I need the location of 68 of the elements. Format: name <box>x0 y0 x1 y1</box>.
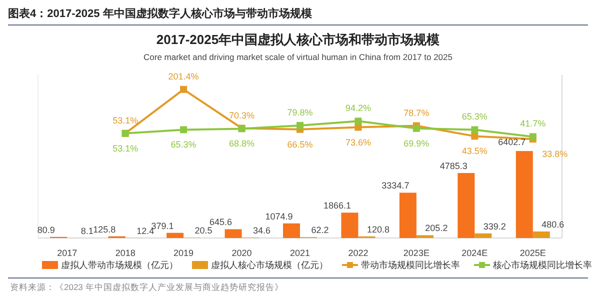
data-label: 125.8 <box>93 224 116 234</box>
bar <box>399 192 416 238</box>
x-tick-label: 2024E <box>462 248 488 258</box>
data-label: 4785.3 <box>440 161 468 171</box>
data-label: 3334.7 <box>382 180 410 191</box>
data-label: 78.7% <box>404 108 430 118</box>
data-label: 201.4% <box>168 71 199 82</box>
data-label: 34.6 <box>253 226 271 236</box>
bar <box>341 212 358 238</box>
point <box>296 122 304 129</box>
bar <box>166 232 184 238</box>
data-label: 65.3% <box>170 140 196 150</box>
data-label: 53.1% <box>112 115 138 126</box>
point <box>354 124 362 131</box>
x-tick-label: 2023E <box>403 248 430 258</box>
data-label: 1866.1 <box>323 200 351 211</box>
data-label: 66.5% <box>287 139 313 150</box>
x-tick-label: 2025E <box>520 248 546 258</box>
data-label: 43.5% <box>462 146 488 156</box>
legend-label: 核心市场规模同比增长率 <box>492 260 592 270</box>
x-tick-label: 2019 <box>174 248 194 258</box>
data-label: 65.3% <box>462 112 488 122</box>
point <box>180 126 188 134</box>
point <box>412 124 420 132</box>
bar <box>416 235 434 238</box>
point <box>529 133 536 140</box>
bar <box>224 229 242 238</box>
x-tick-label: 2022 <box>348 248 368 258</box>
x-tick-label: 2018 <box>115 248 136 258</box>
x-tick-label: 2021 <box>290 248 310 258</box>
point <box>180 86 188 93</box>
data-label: 80.9 <box>37 224 55 235</box>
data-label: 69.9% <box>404 138 430 148</box>
bar <box>516 151 533 238</box>
point <box>471 132 478 140</box>
text: 资料来源：《2023 年中国虚拟数字人产业发展与商业趋势研究报告》 <box>10 282 284 292</box>
bar <box>474 233 492 238</box>
legend-label: 带动市场规模同比增长率 <box>361 260 460 270</box>
data-label: 73.6% <box>345 137 371 148</box>
legend-label: 虚拟人带动市场规模（亿元） <box>61 260 178 270</box>
data-label: 1074.9 <box>265 211 293 222</box>
data-label: 94.2% <box>345 103 371 114</box>
data-label: 6402.7 <box>498 137 526 148</box>
data-label: 68.8% <box>229 138 255 149</box>
x-tick-label: 2017 <box>57 248 78 258</box>
point <box>354 118 362 125</box>
data-label: 339.2 <box>483 221 506 232</box>
data-label: 33.8% <box>542 149 568 160</box>
chart-subtitle: Core market and driving market scale of virtual human in China from 2017 to 2025 <box>144 52 453 62</box>
data-label: 8.1 <box>80 226 94 236</box>
bar <box>458 173 475 238</box>
data-label: 79.8% <box>287 107 313 118</box>
data-label: 480.6 <box>542 219 564 230</box>
data-label: 62.2 <box>311 225 329 236</box>
x-tick-label: 2020 <box>232 248 252 258</box>
text: 图表4：2017-2025 年中国虚拟数字人核心市场与带动市场规模 <box>8 7 313 20</box>
bar <box>283 223 300 238</box>
bar <box>532 231 550 238</box>
legend-label: 虚拟人核心市场规模（亿元） <box>211 260 328 270</box>
point <box>471 126 478 134</box>
data-label: 120.8 <box>366 224 390 234</box>
data-label: 70.3% <box>229 110 255 120</box>
data-label: 205.2 <box>425 223 448 234</box>
data-label: 41.7% <box>520 118 546 129</box>
data-label: 645.6 <box>210 217 232 228</box>
data-label: 20.5 <box>194 226 212 236</box>
chart-title: 2017-2025年中国虚拟人核心市场和带动市场规模 <box>156 32 440 47</box>
data-label: 53.1% <box>112 143 138 154</box>
